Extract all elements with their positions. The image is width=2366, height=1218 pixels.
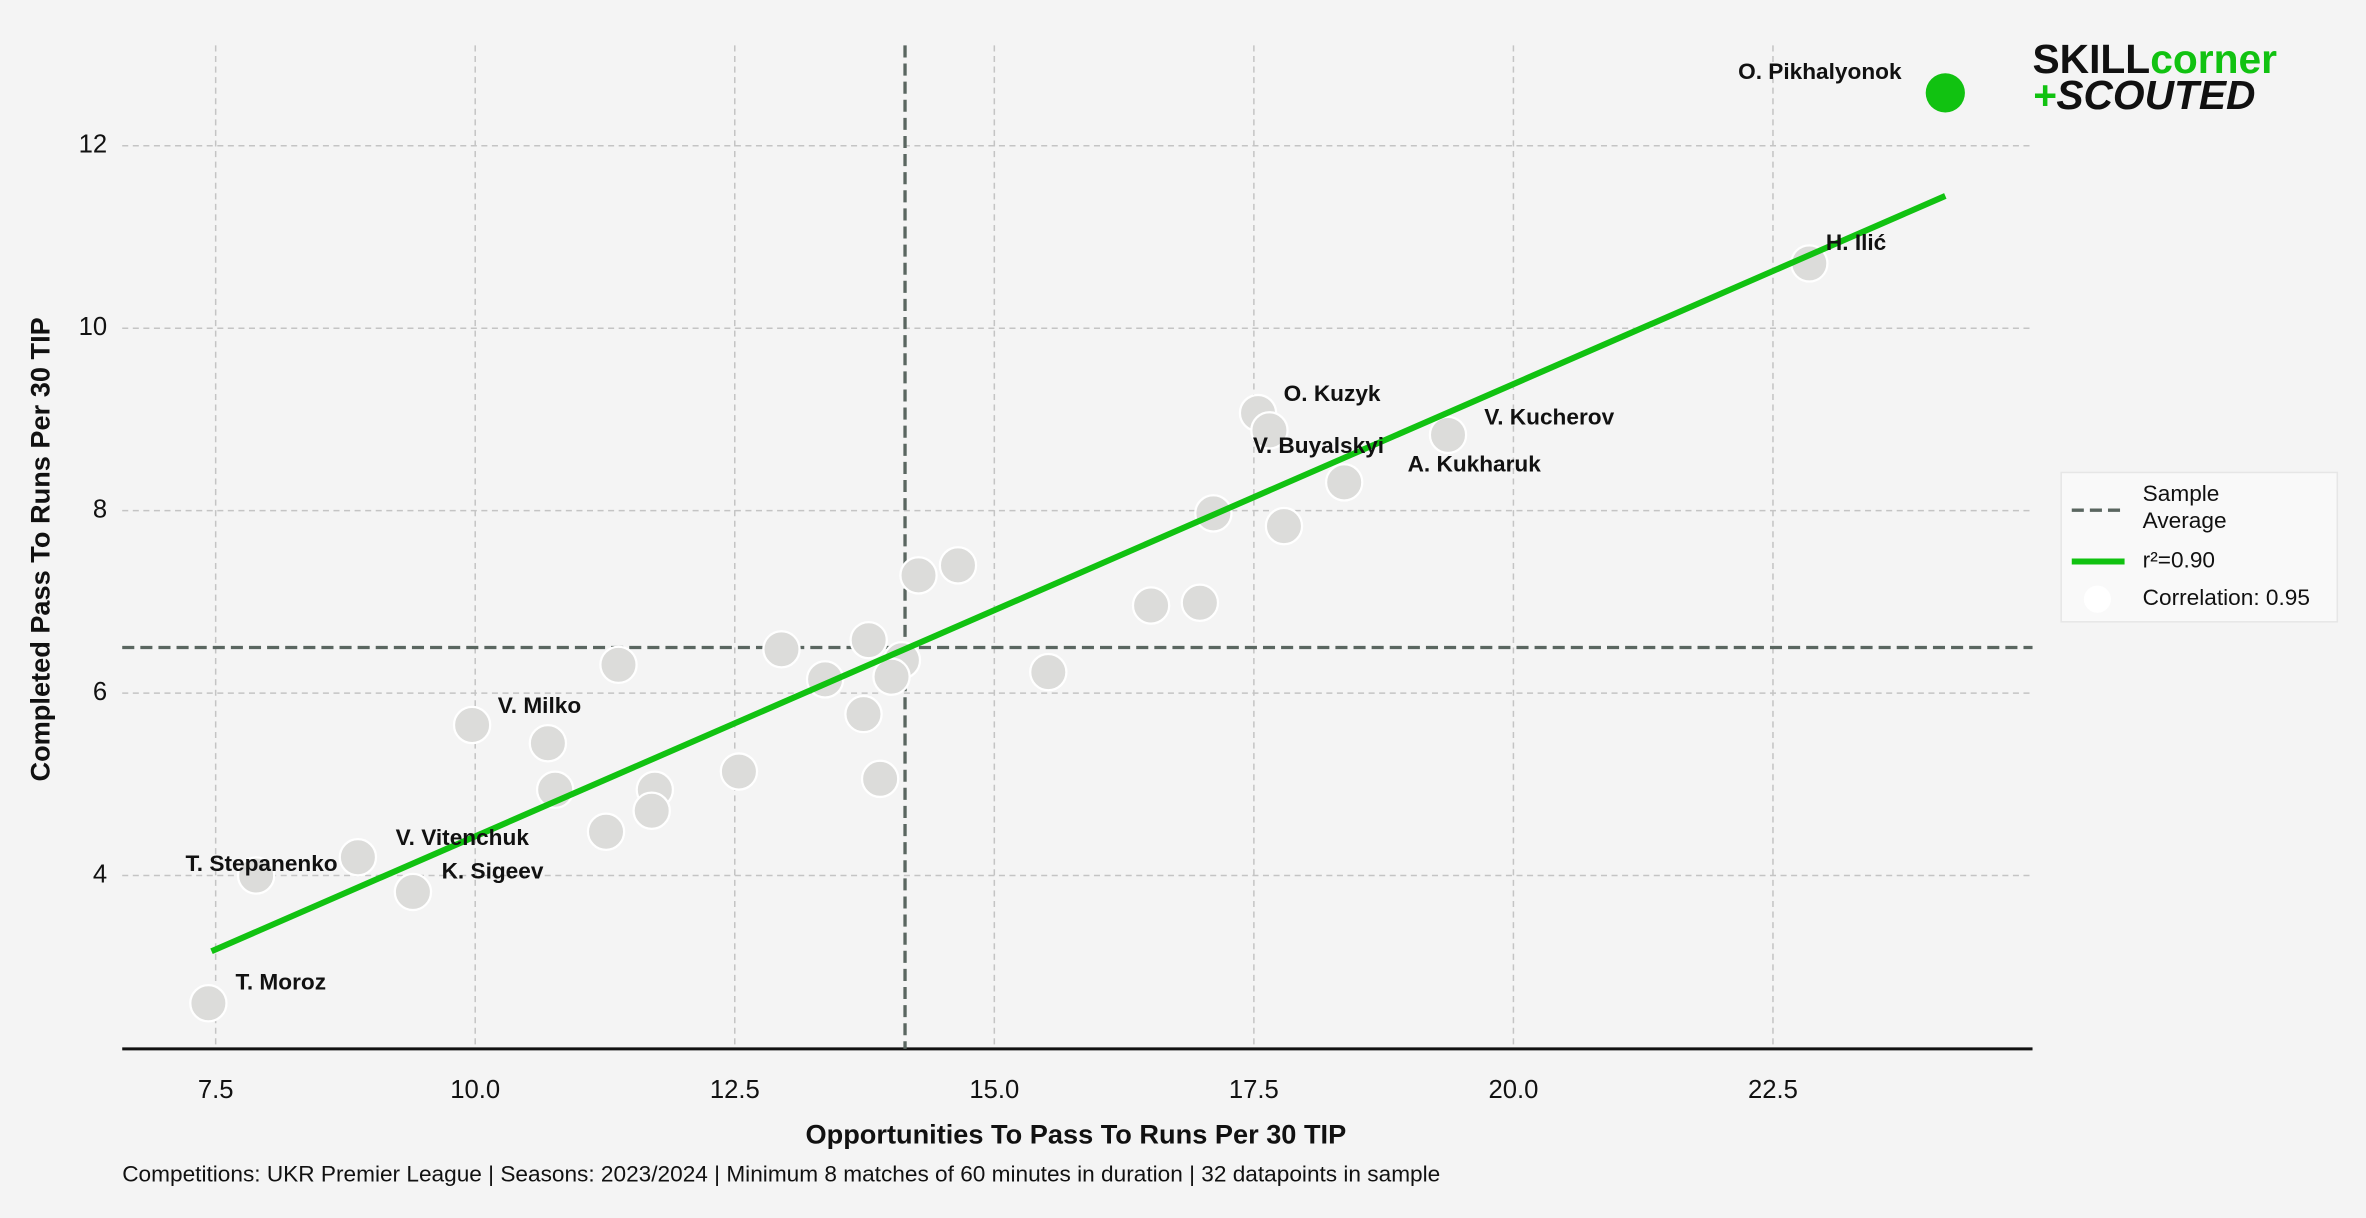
legend-label: r²=0.90 (2143, 547, 2215, 572)
y-tick-label: 12 (79, 131, 108, 159)
point-label: O. Pikhalyonok (1738, 59, 1902, 84)
y-tick-label: 4 (93, 860, 107, 888)
data-point (393, 872, 433, 912)
point-label: T. Stepanenko (186, 851, 338, 876)
data-point (236, 856, 276, 895)
data-point (1428, 415, 1468, 455)
y-tick-label: 10 (79, 313, 108, 341)
y-tick-label: 8 (93, 495, 107, 523)
fit-line (210, 193, 1947, 955)
data-point (528, 724, 568, 763)
logo-part: SCOUTED (2056, 72, 2255, 118)
x-tick-label: 17.5 (1229, 1076, 1279, 1104)
y-tick-label: 6 (93, 678, 107, 706)
logo-part: + (2033, 72, 2057, 118)
legend-label: Correlation: 0.95 (2143, 585, 2310, 610)
x-axis-title: Opportunities To Pass To Runs Per 30 TIP (806, 1119, 1347, 1150)
logo-part: SKILL (2033, 36, 2151, 82)
x-tick-label: 20.0 (1488, 1076, 1538, 1104)
x-tick-label: 22.5 (1748, 1076, 1798, 1104)
y-axis-title: Completed Pass To Runs Per 30 TIP (24, 317, 55, 781)
data-point (189, 984, 228, 1023)
data-point (452, 705, 492, 745)
data-point (719, 752, 759, 791)
data-point (1131, 586, 1171, 625)
data-point (1250, 411, 1289, 450)
point-label: K. Sigeev (442, 858, 544, 883)
point-label: O. Kuzyk (1284, 381, 1381, 406)
point-label: V. Kucherov (1484, 404, 1614, 429)
data-point (338, 838, 378, 877)
data-point (1264, 506, 1304, 546)
data-point (599, 645, 638, 685)
data-point (860, 759, 900, 799)
data-point (872, 657, 911, 696)
data-point (849, 620, 888, 660)
point-label: T. Moroz (236, 970, 327, 995)
logo: +SCOUTED (2033, 72, 2256, 118)
point-label: H. Ilić (1826, 230, 1886, 255)
data-point (632, 791, 671, 831)
logo: SKILLcorner (2033, 36, 2278, 82)
data-point (844, 694, 883, 734)
legend-swatch (2083, 585, 2111, 613)
x-tick-label: 10.0 (450, 1076, 500, 1104)
point-label: A. Kukharuk (1408, 452, 1542, 477)
legend-label: Sample Average (2143, 481, 2227, 533)
data-point (1324, 463, 1364, 502)
point-label: V. Buyalskyi (1253, 433, 1384, 458)
data-point (938, 546, 978, 585)
data-point (1925, 73, 1965, 113)
x-tick-label: 15.0 (969, 1076, 1019, 1104)
data-point (586, 812, 626, 851)
x-tick-label: 12.5 (710, 1076, 760, 1104)
x-tick-label: 7.5 (198, 1076, 234, 1104)
data-point (899, 556, 938, 595)
logo-part: corner (2150, 36, 2277, 82)
data-point (1180, 583, 1220, 623)
footnote: Competitions: UKR Premier League | Seaso… (122, 1162, 1440, 1187)
point-label: V. Milko (498, 693, 581, 718)
point-label: V. Vitenchuk (396, 825, 530, 850)
data-point (762, 630, 801, 669)
data-point (1029, 652, 1068, 692)
